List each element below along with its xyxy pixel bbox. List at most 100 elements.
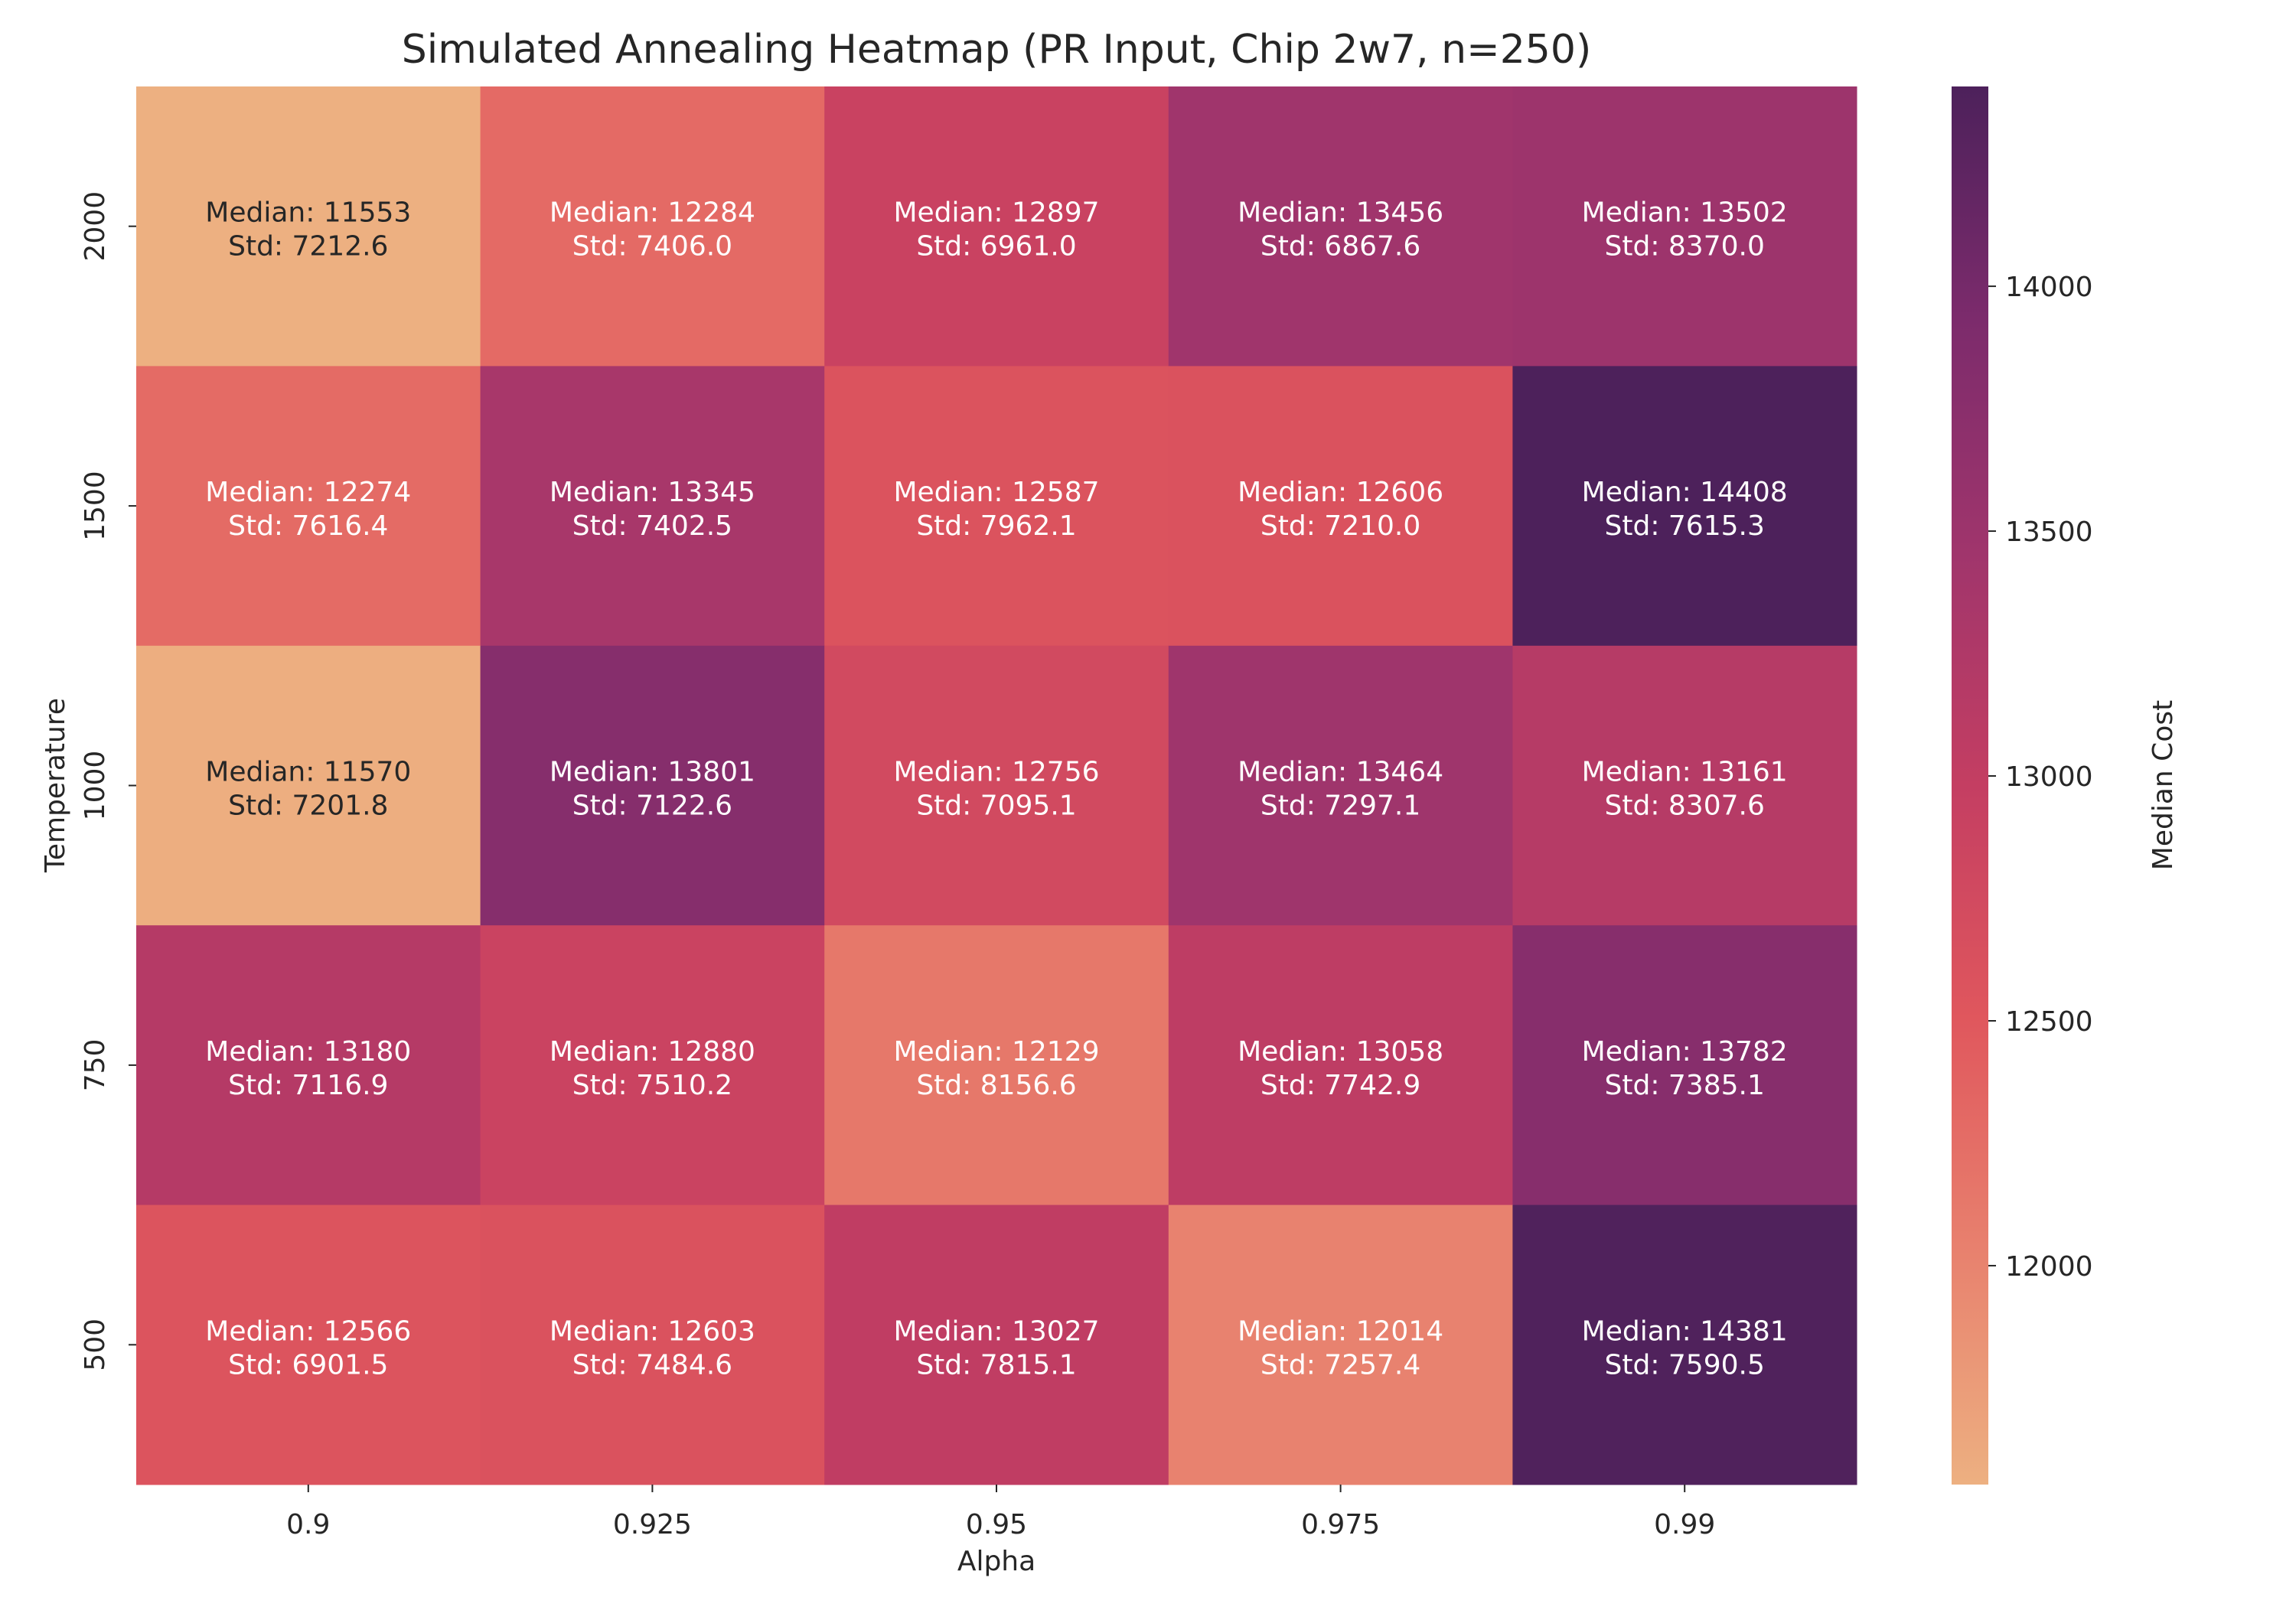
heatmap-cell bbox=[1512, 645, 1857, 926]
colorbar-tick-label: 12500 bbox=[2005, 1006, 2093, 1038]
cell-std-label: Std: 8307.6 bbox=[1605, 790, 1765, 822]
cell-median-label: Median: 13161 bbox=[1582, 757, 1788, 788]
cell-median-label: Median: 12606 bbox=[1238, 477, 1443, 508]
cell-median-label: Median: 13782 bbox=[1582, 1036, 1788, 1068]
cell-median-label: Median: 12129 bbox=[893, 1036, 1099, 1068]
cell-std-label: Std: 7510.2 bbox=[572, 1070, 732, 1101]
cell-std-label: Std: 8156.6 bbox=[916, 1070, 1076, 1101]
colorbar-tick-label: 12000 bbox=[2005, 1251, 2093, 1283]
heatmap-cell bbox=[480, 925, 825, 1206]
colorbar-tick-label: 13000 bbox=[2005, 761, 2093, 793]
heatmap-cell bbox=[824, 925, 1169, 1206]
heatmap-cell bbox=[136, 645, 481, 926]
cell-median-label: Median: 12603 bbox=[550, 1315, 755, 1347]
cell-median-label: Median: 14408 bbox=[1582, 477, 1788, 508]
heatmap-cell bbox=[824, 1204, 1169, 1485]
y-tick-label: 2000 bbox=[80, 191, 111, 262]
heatmap-cell bbox=[1168, 86, 1513, 367]
cell-median-label: Median: 12756 bbox=[893, 757, 1099, 788]
y-tick-label: 750 bbox=[80, 1039, 111, 1092]
heatmap-cell bbox=[1168, 366, 1513, 647]
x-tick-label: 0.925 bbox=[613, 1509, 692, 1540]
y-tick-label: 1000 bbox=[80, 751, 111, 821]
cell-std-label: Std: 7297.1 bbox=[1261, 790, 1420, 822]
y-tick-label: 1500 bbox=[80, 471, 111, 541]
heatmap-cell bbox=[480, 645, 825, 926]
cell-std-label: Std: 7742.9 bbox=[1261, 1070, 1420, 1101]
cell-std-label: Std: 7962.1 bbox=[916, 510, 1076, 542]
heatmap-cell bbox=[136, 925, 481, 1206]
cell-median-label: Median: 12587 bbox=[893, 477, 1099, 508]
cell-std-label: Std: 7615.3 bbox=[1605, 510, 1765, 542]
x-tick-label: 0.9 bbox=[286, 1509, 330, 1540]
cell-std-label: Std: 6901.5 bbox=[228, 1349, 388, 1380]
cell-std-label: Std: 7201.8 bbox=[228, 790, 388, 822]
heatmap-cell bbox=[480, 366, 825, 647]
y-tick-label: 500 bbox=[80, 1319, 111, 1371]
cell-median-label: Median: 12880 bbox=[550, 1036, 755, 1068]
cell-std-label: Std: 7815.1 bbox=[916, 1349, 1076, 1380]
y-axis-label: Temperature bbox=[40, 698, 71, 873]
cell-median-label: Median: 13502 bbox=[1582, 197, 1788, 229]
cell-median-label: Median: 13464 bbox=[1238, 757, 1443, 788]
y-axis-ticks: 2000 1500 1000 750 500 bbox=[80, 191, 136, 1371]
cell-median-label: Median: 13027 bbox=[893, 1315, 1099, 1347]
cell-median-label: Median: 13345 bbox=[550, 477, 755, 508]
cell-std-label: Std: 7616.4 bbox=[228, 510, 388, 542]
heatmap-cell bbox=[136, 1204, 481, 1485]
heatmap-cell bbox=[824, 645, 1169, 926]
cell-median-label: Median: 12274 bbox=[205, 477, 411, 508]
x-axis-ticks: 0.9 0.925 0.95 0.975 0.99 bbox=[286, 1485, 1715, 1540]
cell-std-label: Std: 6961.0 bbox=[916, 231, 1076, 262]
x-axis-label: Alpha bbox=[957, 1546, 1035, 1577]
colorbar bbox=[1952, 86, 1988, 1485]
cell-std-label: Std: 7406.0 bbox=[572, 231, 732, 262]
cell-std-label: Std: 7402.5 bbox=[572, 510, 732, 542]
chart-title: Simulated Annealing Heatmap (PR Input, C… bbox=[402, 27, 1592, 73]
cell-median-label: Median: 13058 bbox=[1238, 1036, 1443, 1068]
cell-std-label: Std: 6867.6 bbox=[1261, 231, 1420, 262]
colorbar-ticks: 12000 12500 13000 13500 14000 bbox=[1988, 272, 2093, 1283]
heatmap-cell bbox=[824, 86, 1169, 367]
cell-std-label: Std: 7122.6 bbox=[572, 790, 732, 822]
cell-median-label: Median: 11570 bbox=[205, 757, 411, 788]
cell-std-label: Std: 7095.1 bbox=[916, 790, 1076, 822]
cell-median-label: Median: 12284 bbox=[550, 197, 755, 229]
x-tick-label: 0.975 bbox=[1301, 1509, 1380, 1540]
heatmap-cell bbox=[1168, 1204, 1513, 1485]
cell-std-label: Std: 7210.0 bbox=[1261, 510, 1420, 542]
cell-std-label: Std: 7257.4 bbox=[1261, 1349, 1420, 1380]
cell-median-label: Median: 12014 bbox=[1238, 1315, 1443, 1347]
heatmap-cell bbox=[1512, 1204, 1857, 1485]
heatmap-cell bbox=[480, 1204, 825, 1485]
heatmap-cell bbox=[480, 86, 825, 367]
heatmap-cell bbox=[1512, 86, 1857, 367]
heatmap-cell bbox=[136, 366, 481, 647]
cell-median-label: Median: 11553 bbox=[205, 197, 411, 229]
heatmap-cell bbox=[1168, 645, 1513, 926]
cell-median-label: Median: 13456 bbox=[1238, 197, 1443, 229]
cell-median-label: Median: 12566 bbox=[205, 1315, 411, 1347]
x-tick-label: 0.95 bbox=[966, 1509, 1027, 1540]
cell-std-label: Std: 8370.0 bbox=[1605, 231, 1765, 262]
cell-std-label: Std: 7116.9 bbox=[228, 1070, 388, 1101]
heatmap-cell bbox=[1512, 925, 1857, 1206]
x-tick-label: 0.99 bbox=[1654, 1509, 1715, 1540]
heatmap-cells bbox=[136, 86, 1857, 1485]
cell-std-label: Std: 7212.6 bbox=[228, 231, 388, 262]
colorbar-tick-label: 14000 bbox=[2005, 272, 2093, 303]
cell-std-label: Std: 7590.5 bbox=[1605, 1349, 1765, 1380]
cell-median-label: Median: 13180 bbox=[205, 1036, 411, 1068]
colorbar-label: Median Cost bbox=[2148, 700, 2179, 870]
heatmap-cell bbox=[1512, 366, 1857, 647]
heatmap-cell bbox=[1168, 925, 1513, 1206]
heatmap-cell bbox=[136, 86, 481, 367]
cell-median-label: Median: 12897 bbox=[893, 197, 1099, 229]
cell-median-label: Median: 13801 bbox=[550, 757, 755, 788]
cell-std-label: Std: 7484.6 bbox=[572, 1349, 732, 1380]
cell-median-label: Median: 14381 bbox=[1582, 1315, 1788, 1347]
cell-std-label: Std: 7385.1 bbox=[1605, 1070, 1765, 1101]
heatmap-cell bbox=[824, 366, 1169, 647]
